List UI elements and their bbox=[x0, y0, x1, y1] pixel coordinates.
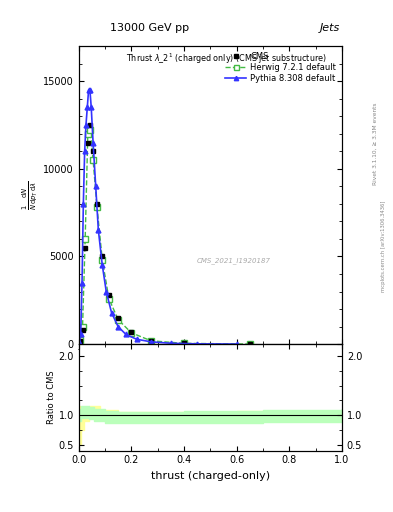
Pythia 8.308 default bbox=[104, 288, 108, 294]
Pythia 8.308 default bbox=[116, 324, 120, 330]
CMS bbox=[107, 292, 111, 298]
CMS bbox=[83, 245, 88, 251]
Pythia 8.308 default bbox=[81, 201, 86, 207]
Herwig 7.2.1 default bbox=[100, 257, 105, 263]
CMS bbox=[88, 122, 93, 128]
Pythia 8.308 default bbox=[78, 331, 83, 337]
Pythia 8.308 default bbox=[195, 341, 200, 347]
CMS bbox=[116, 315, 120, 321]
Text: CMS_2021_I1920187: CMS_2021_I1920187 bbox=[197, 258, 271, 264]
Line: CMS: CMS bbox=[77, 122, 252, 347]
CMS bbox=[149, 337, 153, 344]
Y-axis label: Ratio to CMS: Ratio to CMS bbox=[47, 371, 55, 424]
X-axis label: thrust (charged-only): thrust (charged-only) bbox=[151, 471, 270, 481]
Text: Thrust $\lambda\_2^1$ (charged only) (CMS jet substructure): Thrust $\lambda\_2^1$ (charged only) (CM… bbox=[126, 52, 327, 67]
Herwig 7.2.1 default bbox=[95, 204, 99, 210]
Pythia 8.308 default bbox=[134, 336, 139, 343]
Herwig 7.2.1 default bbox=[149, 338, 153, 344]
CMS bbox=[85, 139, 90, 145]
Herwig 7.2.1 default bbox=[248, 341, 252, 347]
Pythia 8.308 default bbox=[88, 87, 92, 93]
Herwig 7.2.1 default bbox=[83, 236, 88, 242]
Pythia 8.308 default bbox=[77, 339, 82, 346]
Herwig 7.2.1 default bbox=[129, 330, 134, 336]
Y-axis label: $\frac{1}{N}\frac{\mathrm{d}N}{\mathrm{d}p_T\,\mathrm{d}\lambda}$: $\frac{1}{N}\frac{\mathrm{d}N}{\mathrm{d… bbox=[21, 180, 40, 210]
Pythia 8.308 default bbox=[91, 139, 95, 145]
Text: mcplots.cern.ch [arXiv:1306.3436]: mcplots.cern.ch [arXiv:1306.3436] bbox=[381, 200, 386, 291]
Line: Pythia 8.308 default: Pythia 8.308 default bbox=[77, 88, 239, 347]
Herwig 7.2.1 default bbox=[182, 340, 186, 347]
Pythia 8.308 default bbox=[94, 183, 98, 189]
Pythia 8.308 default bbox=[168, 340, 173, 346]
Pythia 8.308 default bbox=[86, 87, 91, 93]
Text: 13000 GeV pp: 13000 GeV pp bbox=[110, 23, 189, 33]
Text: Rivet 3.1.10, ≥ 3.3M events: Rivet 3.1.10, ≥ 3.3M events bbox=[373, 102, 378, 185]
CMS bbox=[95, 201, 99, 207]
CMS bbox=[77, 337, 82, 344]
Pythia 8.308 default bbox=[80, 280, 84, 286]
Herwig 7.2.1 default bbox=[77, 337, 82, 343]
Pythia 8.308 default bbox=[96, 227, 101, 233]
Herwig 7.2.1 default bbox=[107, 295, 111, 302]
Pythia 8.308 default bbox=[85, 104, 90, 111]
Pythia 8.308 default bbox=[82, 148, 87, 154]
Herwig 7.2.1 default bbox=[85, 131, 90, 137]
Herwig 7.2.1 default bbox=[88, 127, 93, 133]
CMS bbox=[129, 329, 134, 335]
Pythia 8.308 default bbox=[109, 309, 114, 315]
CMS bbox=[91, 148, 95, 154]
Legend: CMS, Herwig 7.2.1 default, Pythia 8.308 default: CMS, Herwig 7.2.1 default, Pythia 8.308 … bbox=[224, 50, 338, 85]
Pythia 8.308 default bbox=[149, 339, 153, 345]
Pythia 8.308 default bbox=[234, 341, 239, 347]
Herwig 7.2.1 default bbox=[116, 316, 120, 323]
Pythia 8.308 default bbox=[100, 262, 105, 268]
CMS bbox=[100, 253, 105, 260]
CMS bbox=[248, 341, 252, 347]
Pythia 8.308 default bbox=[89, 104, 94, 111]
Herwig 7.2.1 default bbox=[80, 324, 85, 330]
CMS bbox=[80, 327, 85, 333]
Text: Jets: Jets bbox=[320, 23, 340, 33]
Pythia 8.308 default bbox=[84, 122, 88, 128]
Line: Herwig 7.2.1 default: Herwig 7.2.1 default bbox=[77, 127, 253, 347]
Pythia 8.308 default bbox=[124, 331, 129, 337]
CMS bbox=[182, 340, 186, 346]
Herwig 7.2.1 default bbox=[91, 157, 95, 163]
